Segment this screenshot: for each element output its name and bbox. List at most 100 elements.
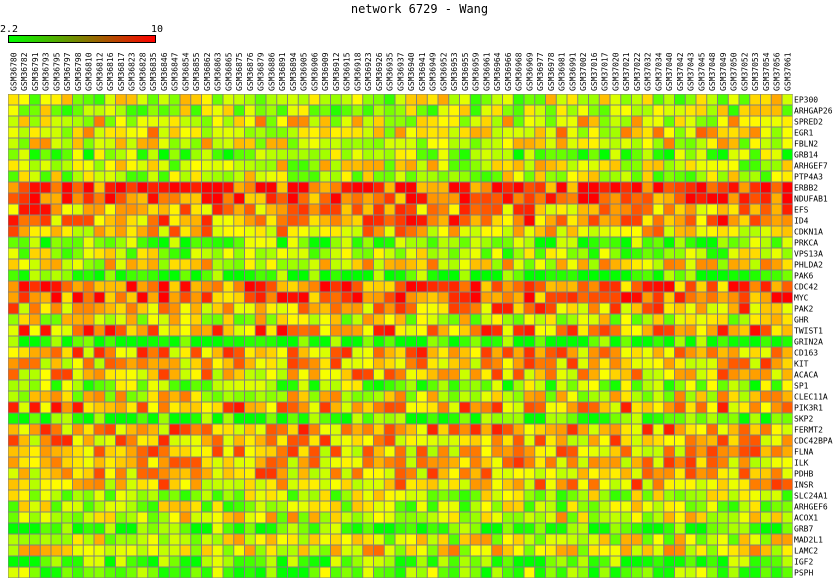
- heatmap-cell: [105, 424, 115, 435]
- heatmap-cell: [116, 160, 126, 171]
- heatmap-cell: [718, 171, 728, 182]
- heatmap-cell: [148, 424, 158, 435]
- heatmap-cell: [427, 325, 438, 336]
- heatmap-cell: [503, 413, 513, 424]
- heatmap-cell: [728, 369, 739, 380]
- heatmap-cell: [427, 292, 438, 303]
- heatmap-cell: [696, 534, 707, 545]
- heatmap-cell: [470, 468, 481, 479]
- heatmap-cell: [750, 501, 760, 512]
- heatmap-cell: [212, 424, 223, 435]
- heatmap-cell: [137, 270, 148, 281]
- heatmap-cell: [707, 534, 717, 545]
- heatmap-cell: [707, 259, 717, 270]
- heatmap-cell: [653, 435, 664, 446]
- heatmap-cell: [30, 446, 40, 457]
- row-label: GHR: [794, 316, 809, 325]
- row-label: GRB14: [794, 151, 818, 160]
- heatmap-cell: [363, 138, 373, 149]
- heatmap-cell: [384, 369, 395, 380]
- heatmap-cell: [417, 193, 427, 204]
- heatmap-cell: [40, 171, 51, 182]
- heatmap-cell: [535, 292, 545, 303]
- heatmap-cell: [513, 138, 524, 149]
- heatmap-cell: [728, 435, 739, 446]
- heatmap-cell: [395, 149, 406, 160]
- heatmap-cell: [191, 567, 201, 578]
- heatmap-cell: [30, 490, 40, 501]
- heatmap-cell: [503, 303, 513, 314]
- heatmap-cell: [395, 380, 406, 391]
- heatmap-cell: [524, 105, 535, 116]
- heatmap-cell: [556, 413, 567, 424]
- heatmap-cell: [567, 391, 578, 402]
- heatmap-cell: [255, 116, 266, 127]
- heatmap-cell: [30, 226, 40, 237]
- heatmap-cell: [62, 446, 72, 457]
- heatmap-cell: [567, 413, 578, 424]
- heatmap-cell: [664, 347, 674, 358]
- heatmap-cell: [589, 545, 599, 556]
- row-label: ID4: [794, 217, 809, 226]
- heatmap-cell: [417, 138, 427, 149]
- heatmap-cell: [159, 314, 169, 325]
- heatmap-cell: [51, 435, 62, 446]
- heatmap-cell: [73, 435, 83, 446]
- heatmap-cell: [363, 336, 373, 347]
- heatmap-cell: [771, 160, 782, 171]
- heatmap-cell: [245, 281, 255, 292]
- color-scale-max-label: 10: [151, 24, 164, 35]
- heatmap-cell: [621, 347, 631, 358]
- heatmap-cell: [739, 358, 750, 369]
- heatmap-cell: [234, 116, 244, 127]
- heatmap-cell: [73, 138, 83, 149]
- heatmap-cell: [105, 160, 115, 171]
- heatmap-cell: [771, 545, 782, 556]
- heatmap-cell: [126, 380, 137, 391]
- heatmap-cell: [51, 303, 62, 314]
- heatmap-cell: [94, 149, 105, 160]
- heatmap-cell: [771, 380, 782, 391]
- heatmap-cell: [481, 347, 492, 358]
- heatmap-cell: [234, 424, 244, 435]
- heatmap-cell: [19, 105, 29, 116]
- column-label: GSM36879: [257, 52, 266, 91]
- heatmap-cell: [642, 556, 653, 567]
- heatmap-cell: [341, 534, 352, 545]
- heatmap-cell: [578, 413, 588, 424]
- heatmap-cell: [685, 424, 696, 435]
- heatmap-cell: [73, 391, 83, 402]
- heatmap-cell: [578, 336, 588, 347]
- heatmap-cell: [83, 336, 94, 347]
- heatmap-cell: [449, 545, 459, 556]
- heatmap-cell: [148, 138, 158, 149]
- heatmap-cell: [94, 336, 105, 347]
- heatmap-cell: [567, 336, 578, 347]
- heatmap-cell: [707, 281, 717, 292]
- heatmap-cell: [567, 512, 578, 523]
- heatmap-cell: [255, 281, 266, 292]
- heatmap-cell: [589, 468, 599, 479]
- heatmap-cell: [685, 534, 696, 545]
- heatmap-cell: [406, 193, 416, 204]
- heatmap-cell: [202, 534, 212, 545]
- heatmap-cell: [169, 391, 180, 402]
- heatmap-cell: [320, 336, 330, 347]
- heatmap-cell: [718, 446, 728, 457]
- heatmap-cell: [621, 567, 631, 578]
- heatmap-cell: [718, 380, 728, 391]
- heatmap-cell: [589, 303, 599, 314]
- heatmap-cell: [62, 391, 72, 402]
- heatmap-cell: [255, 413, 266, 424]
- heatmap-cell: [277, 204, 287, 215]
- heatmap-cell: [535, 391, 545, 402]
- heatmap-cell: [567, 545, 578, 556]
- heatmap-cell: [94, 259, 105, 270]
- heatmap-cell: [202, 204, 212, 215]
- heatmap-cell: [19, 479, 29, 490]
- heatmap-cell: [589, 127, 599, 138]
- heatmap-cell: [513, 534, 524, 545]
- heatmap-cell: [728, 215, 739, 226]
- heatmap-cell: [309, 149, 320, 160]
- heatmap-cell: [718, 281, 728, 292]
